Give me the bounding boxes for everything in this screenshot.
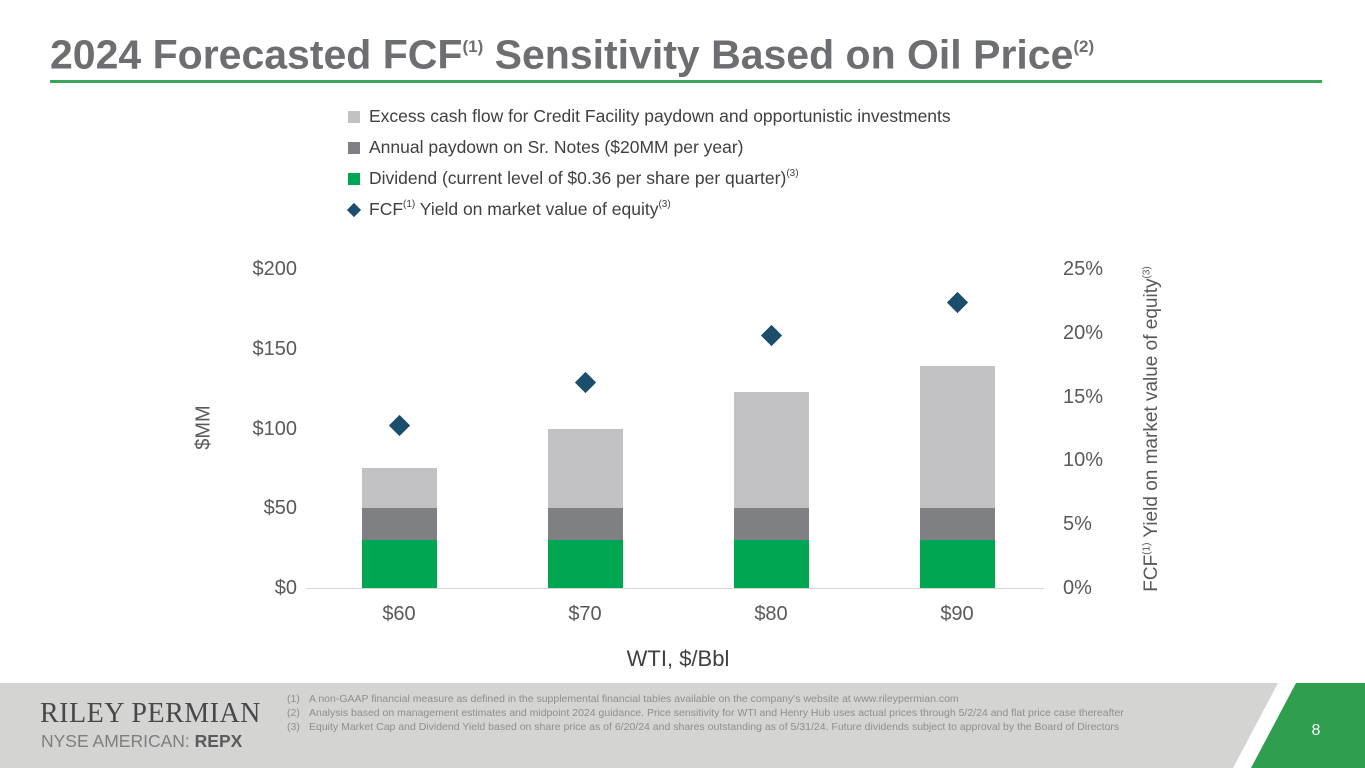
left-axis-tick: $200 xyxy=(252,258,298,280)
square-marker xyxy=(348,110,360,123)
bar-segment xyxy=(547,428,623,509)
title-text-2: Sensitivity Based on Oil Price xyxy=(483,31,1074,78)
right-axis-title: FCF(1) Yield on market value of equity(3… xyxy=(1141,239,1163,619)
legend-item-label: Excess cash flow for Credit Facility pay… xyxy=(369,105,951,126)
fcf-yield-point xyxy=(760,324,782,346)
legend-item-label: FCF(1) Yield on market value of equity(3… xyxy=(369,198,671,219)
legend-item: Dividend (current level of $0.36 per sha… xyxy=(347,166,951,190)
left-axis-tick: $50 xyxy=(263,497,297,520)
title-underline-rule xyxy=(50,80,1322,83)
right-axis-tick: 10% xyxy=(1063,449,1104,472)
bar-segment xyxy=(361,540,437,588)
x-axis-category-label: $90 xyxy=(940,603,974,625)
title-footnote-ref-1: (1) xyxy=(462,37,484,56)
right-axis-footnote-ref-1: (1) xyxy=(1141,542,1153,555)
bar-segment xyxy=(919,508,995,541)
bar-segment xyxy=(361,508,437,541)
legend-square-icon xyxy=(347,140,362,155)
bar-segment xyxy=(547,508,623,541)
page-number: 8 xyxy=(1311,722,1321,739)
stock-listing: NYSE AMERICAN: REPX xyxy=(41,731,242,752)
company-logo: RILEY PERMIAN xyxy=(40,698,261,729)
left-axis-tick: $150 xyxy=(252,337,298,360)
bar-segment xyxy=(361,468,437,509)
page-title: 2024 Forecasted FCF(1) Sensitivity Based… xyxy=(50,24,1330,80)
bar-segment xyxy=(919,540,995,588)
legend-item-label: Dividend (current level of $0.36 per sha… xyxy=(369,167,799,188)
diamond-marker xyxy=(346,202,362,217)
bar-segment xyxy=(547,540,623,588)
legend-diamond-icon xyxy=(346,202,362,217)
bar-segment xyxy=(733,540,809,588)
legend-square-icon xyxy=(347,171,362,186)
x-axis-category-label: $80 xyxy=(754,603,788,625)
chart-legend: Excess cash flow for Credit Facility pay… xyxy=(346,104,951,228)
fcf-yield-point xyxy=(388,415,410,437)
left-axis-tick: $100 xyxy=(252,417,298,440)
x-axis-title: WTI, $/Bbl xyxy=(626,646,730,671)
right-axis-footnote-ref-3: (3) xyxy=(1141,266,1153,279)
legend-item: Excess cash flow for Credit Facility pay… xyxy=(347,104,951,128)
right-axis-tick: 15% xyxy=(1063,385,1104,408)
right-axis-tick: 20% xyxy=(1063,321,1104,344)
legend-item-label: Annual paydown on Sr. Notes ($20MM per y… xyxy=(369,136,744,157)
legend-item: Annual paydown on Sr. Notes ($20MM per y… xyxy=(347,135,951,159)
title-text: 2024 Forecasted FCF xyxy=(50,31,463,78)
bar-segment xyxy=(733,508,809,541)
footer-band xyxy=(0,683,1365,768)
right-axis-title-text: FCF xyxy=(1141,554,1162,592)
footnotes-block: (1) A non-GAAP financial measure as defin… xyxy=(287,692,1187,734)
bar-segment xyxy=(919,366,995,509)
square-marker xyxy=(348,172,360,185)
legend-square-icon xyxy=(347,109,362,124)
square-marker xyxy=(348,141,360,154)
stock-ticker: REPX xyxy=(194,731,243,751)
stock-exchange-label: NYSE AMERICAN: xyxy=(41,731,195,751)
x-axis-category-label: $70 xyxy=(568,603,602,625)
x-axis-category-label: $60 xyxy=(382,603,416,625)
right-axis-tick: 25% xyxy=(1063,258,1104,280)
fcf-yield-point xyxy=(574,371,596,394)
left-axis-tick: $0 xyxy=(274,577,297,599)
right-axis-tick: 0% xyxy=(1063,577,1092,599)
right-axis-tick: 5% xyxy=(1063,513,1092,536)
footnote: (1) A non-GAAP financial measure as defin… xyxy=(287,693,959,705)
footnote: (2) Analysis based on management estimate… xyxy=(287,707,1124,719)
footnote: (3) Equity Market Cap and Dividend Yield … xyxy=(287,721,1120,733)
legend-item: FCF(1) Yield on market value of equity(3… xyxy=(346,197,951,221)
bar-segment xyxy=(733,391,809,509)
right-axis-title-text-2: Yield on market value of equity xyxy=(1141,278,1162,543)
x-axis-line xyxy=(306,588,1044,589)
title-footnote-ref-2: (2) xyxy=(1073,37,1095,56)
fcf-yield-point xyxy=(946,291,968,313)
